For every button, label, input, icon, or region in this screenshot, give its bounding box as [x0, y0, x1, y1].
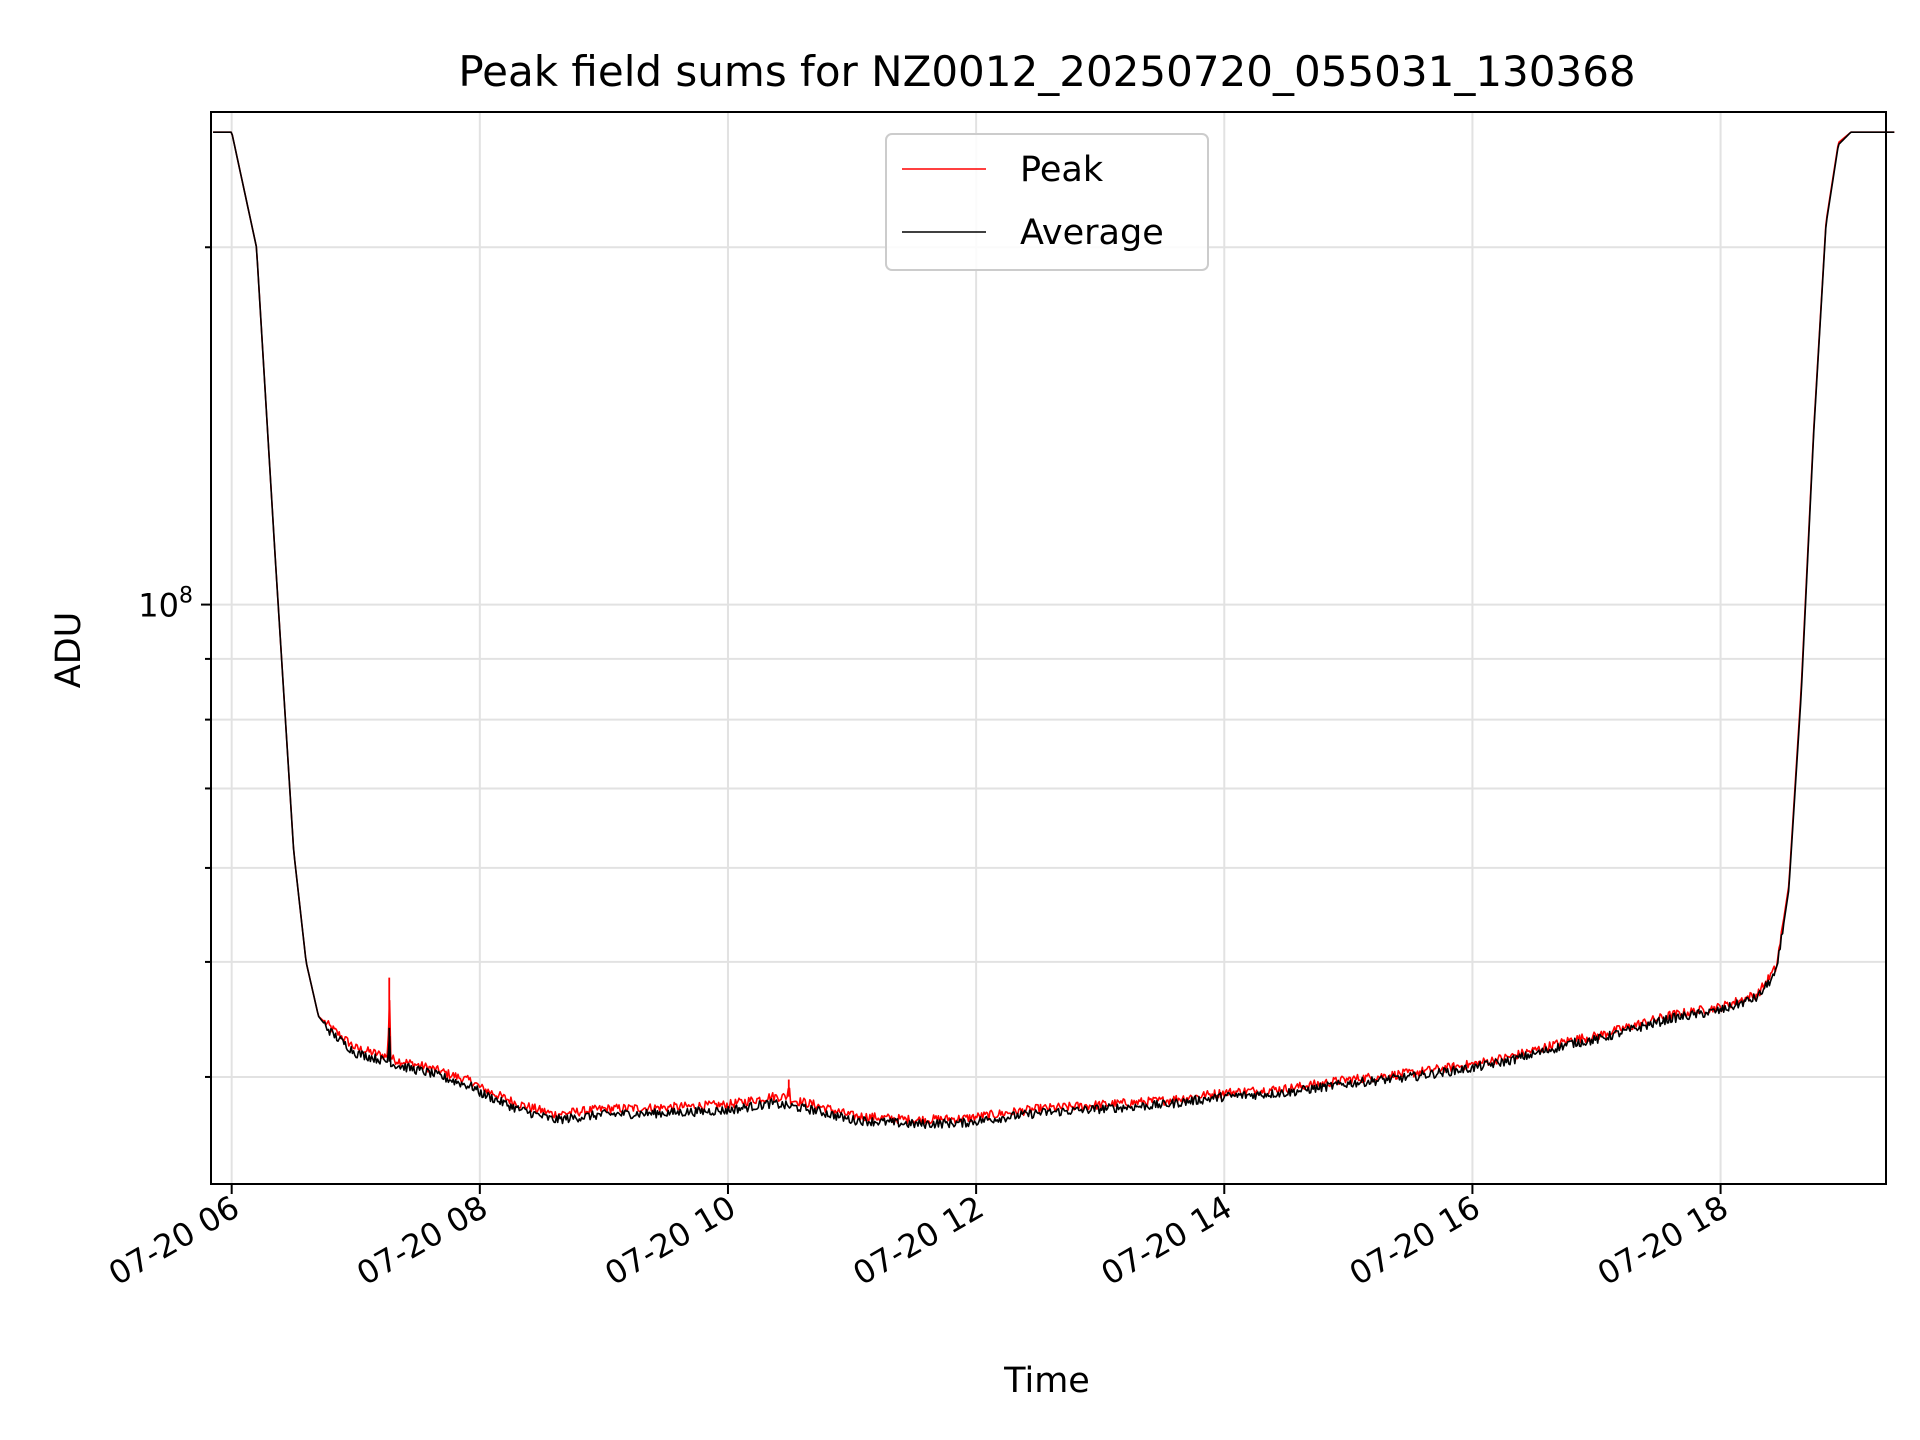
series-lines — [213, 131, 1895, 1129]
legend-label-average: Average — [1020, 213, 1164, 253]
y-axis: 108 — [138, 246, 211, 1078]
chart-title: Peak field sums for NZ0012_20250720_0550… — [458, 47, 1635, 96]
series-line-average — [213, 131, 1895, 1129]
x-axis-label: Time — [1003, 1361, 1090, 1401]
plot-frame — [210, 111, 1887, 1185]
series-line-peak — [213, 131, 1895, 1126]
y-tick-label: 108 — [138, 584, 193, 625]
y-tick-label-base: 10 — [138, 587, 179, 625]
legend-label-peak: Peak — [1020, 150, 1104, 190]
legend-box — [885, 133, 1209, 271]
y-axis-label: ADU — [49, 612, 89, 689]
y-tick-label-exponent: 8 — [179, 584, 193, 609]
legend: Peak Average — [885, 133, 1209, 271]
